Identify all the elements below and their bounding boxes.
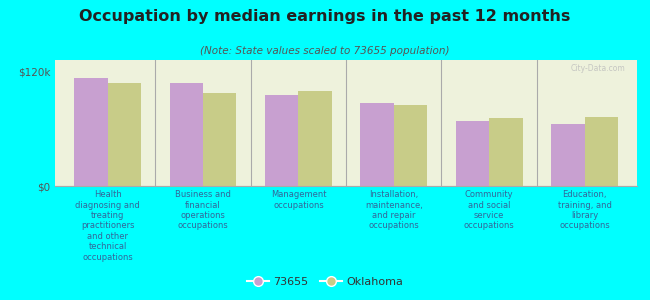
Bar xyxy=(74,78,108,186)
Bar xyxy=(551,124,584,186)
Bar xyxy=(108,83,141,186)
Bar xyxy=(584,117,618,186)
Bar xyxy=(170,83,203,186)
Bar xyxy=(361,103,394,186)
Legend: 73655, Oklahoma: 73655, Oklahoma xyxy=(242,273,408,291)
Bar xyxy=(489,118,523,186)
Text: (Note: State values scaled to 73655 population): (Note: State values scaled to 73655 popu… xyxy=(200,46,450,56)
Bar xyxy=(394,105,427,186)
Bar xyxy=(265,95,298,186)
Bar xyxy=(298,91,332,186)
Bar xyxy=(203,93,237,186)
Text: City-Data.com: City-Data.com xyxy=(571,64,625,73)
Bar xyxy=(456,121,489,186)
Text: Occupation by median earnings in the past 12 months: Occupation by median earnings in the pas… xyxy=(79,9,571,24)
